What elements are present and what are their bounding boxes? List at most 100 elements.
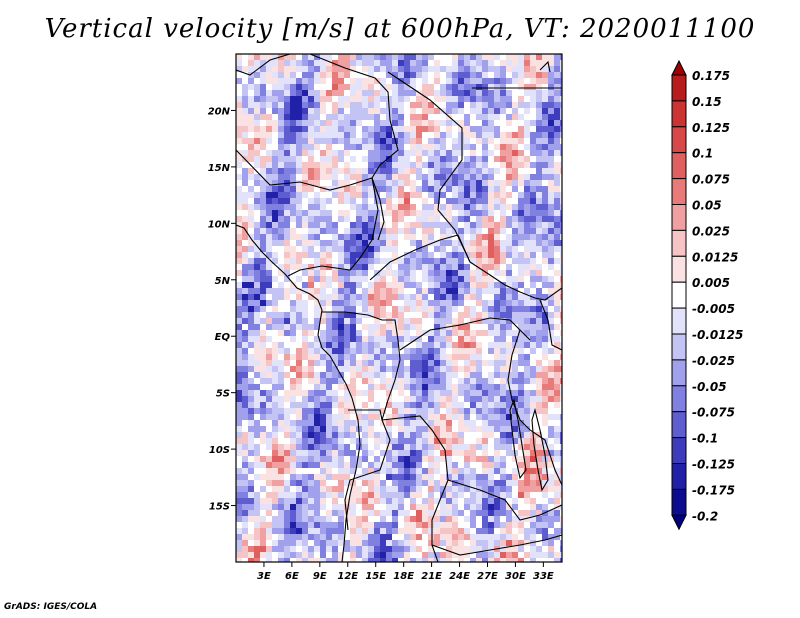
field-cell — [434, 456, 440, 462]
field-cell — [446, 66, 452, 72]
field-cell — [314, 132, 320, 138]
lake-shore — [531, 407, 549, 492]
field-cell — [404, 372, 410, 378]
field-cell — [428, 240, 434, 246]
field-cell — [380, 72, 386, 78]
field-cell — [542, 366, 548, 372]
field-cell — [548, 264, 554, 270]
field-cell — [380, 372, 386, 378]
field-cell — [530, 540, 536, 546]
field-cell — [548, 234, 554, 240]
field-cell — [308, 330, 314, 336]
field-cell — [554, 522, 560, 528]
field-cell — [362, 168, 368, 174]
field-cell — [488, 360, 494, 366]
field-cell — [542, 558, 548, 562]
field-cell — [320, 240, 326, 246]
field-cell — [404, 84, 410, 90]
field-cell — [398, 150, 404, 156]
field-cell — [464, 372, 470, 378]
field-cell — [476, 540, 482, 546]
field-cell — [344, 414, 350, 420]
field-cell — [284, 240, 290, 246]
field-cell — [422, 438, 428, 444]
field-cell — [320, 90, 326, 96]
field-cell — [464, 120, 470, 126]
field-cell — [380, 60, 386, 66]
field-cell — [464, 510, 470, 516]
field-cell — [278, 432, 284, 438]
field-cell — [284, 210, 290, 216]
field-cell — [362, 378, 368, 384]
field-cell — [506, 138, 512, 144]
field-cell — [422, 66, 428, 72]
field-cell — [464, 264, 470, 270]
field-cell — [494, 492, 500, 498]
field-cell — [560, 126, 562, 132]
field-cell — [236, 210, 242, 216]
field-cell — [350, 402, 356, 408]
field-cell — [254, 186, 260, 192]
field-cell — [404, 438, 410, 444]
field-cell — [554, 150, 560, 156]
field-cell — [368, 498, 374, 504]
field-cell — [236, 456, 242, 462]
field-cell — [530, 186, 536, 192]
field-cell — [488, 66, 494, 72]
field-cell — [284, 510, 290, 516]
field-cell — [422, 132, 428, 138]
field-cell — [326, 330, 332, 336]
field-cell — [248, 108, 254, 114]
field-cell — [440, 558, 446, 562]
field-cell — [302, 420, 308, 426]
field-cell — [512, 192, 518, 198]
field-cell — [338, 240, 344, 246]
field-cell — [320, 78, 326, 84]
field-cell — [476, 492, 482, 498]
field-cell — [350, 78, 356, 84]
field-cell — [362, 510, 368, 516]
field-cell — [530, 150, 536, 156]
field-cell — [236, 336, 242, 342]
field-cell — [236, 426, 242, 432]
field-cell — [326, 516, 332, 522]
field-cell — [410, 486, 416, 492]
field-cell — [500, 150, 506, 156]
field-cell — [416, 216, 422, 222]
field-cell — [368, 156, 374, 162]
field-cell — [374, 408, 380, 414]
field-cell — [482, 60, 488, 66]
field-cell — [368, 348, 374, 354]
field-cell — [512, 282, 518, 288]
field-cell — [410, 168, 416, 174]
field-cell — [320, 492, 326, 498]
field-cell — [560, 90, 562, 96]
field-cell — [506, 108, 512, 114]
field-cell — [320, 258, 326, 264]
field-cell — [512, 102, 518, 108]
field-cell — [422, 294, 428, 300]
field-cell — [500, 234, 506, 240]
field-cell — [554, 558, 560, 562]
field-cell — [320, 54, 326, 60]
field-cell — [476, 282, 482, 288]
field-cell — [476, 186, 482, 192]
field-cell — [542, 498, 548, 504]
field-cell — [284, 492, 290, 498]
field-cell — [398, 168, 404, 174]
field-cell — [296, 366, 302, 372]
field-cell — [416, 72, 422, 78]
field-cell — [326, 342, 332, 348]
field-cell — [272, 330, 278, 336]
field-cell — [482, 180, 488, 186]
field-cell — [398, 450, 404, 456]
field-cell — [464, 552, 470, 558]
field-cell — [290, 450, 296, 456]
field-cell — [350, 168, 356, 174]
field-cell — [494, 426, 500, 432]
field-cell — [266, 126, 272, 132]
field-cell — [488, 438, 494, 444]
field-cell — [482, 204, 488, 210]
field-cell — [278, 510, 284, 516]
field-cell — [338, 498, 344, 504]
